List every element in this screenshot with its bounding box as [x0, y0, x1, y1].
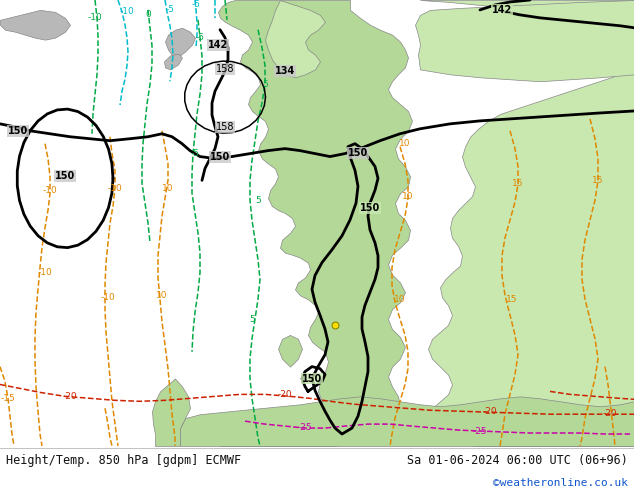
Text: 10: 10 [394, 295, 406, 304]
Text: -5: -5 [195, 33, 205, 42]
Text: 10: 10 [402, 192, 414, 201]
Text: -10: -10 [87, 13, 102, 23]
Text: 5: 5 [249, 315, 255, 323]
Text: 10: 10 [399, 139, 411, 148]
Text: 0: 0 [145, 10, 151, 20]
Text: -15: -15 [1, 394, 15, 403]
Text: -20: -20 [278, 390, 292, 399]
Text: 142: 142 [492, 5, 512, 15]
Text: 158: 158 [216, 122, 234, 132]
Text: 142: 142 [208, 40, 228, 49]
Text: 15: 15 [592, 176, 604, 185]
Text: 150: 150 [210, 151, 230, 162]
Text: 10: 10 [162, 184, 174, 193]
Text: 150: 150 [55, 172, 75, 181]
Text: 134: 134 [275, 66, 295, 76]
Text: Height/Temp. 850 hPa [gdpm] ECMWF: Height/Temp. 850 hPa [gdpm] ECMWF [6, 454, 242, 466]
Text: 150: 150 [302, 373, 322, 384]
Text: -20: -20 [603, 409, 618, 417]
Text: Sa 01-06-2024 06:00 UTC (06+96): Sa 01-06-2024 06:00 UTC (06+96) [407, 454, 628, 466]
Text: -10: -10 [108, 184, 122, 193]
Text: -10: -10 [37, 268, 53, 277]
Text: 150: 150 [360, 203, 380, 213]
Text: -5: -5 [190, 149, 200, 158]
Text: -10: -10 [101, 293, 115, 302]
Text: 150: 150 [348, 147, 368, 158]
Text: -5: -5 [165, 5, 174, 14]
Text: 150: 150 [8, 126, 28, 136]
Text: 158: 158 [216, 64, 234, 74]
Text: -20: -20 [63, 392, 77, 401]
Text: -10: -10 [120, 7, 134, 16]
Text: 15: 15 [507, 295, 518, 304]
Text: -20: -20 [482, 407, 497, 416]
Text: -10: -10 [42, 186, 57, 195]
Text: -25: -25 [473, 426, 488, 436]
Text: 15: 15 [512, 179, 524, 188]
Text: 10: 10 [156, 291, 168, 300]
Text: -5: -5 [191, 0, 200, 9]
Text: 5: 5 [262, 80, 268, 89]
Text: -25: -25 [298, 422, 313, 432]
Text: 5: 5 [255, 196, 261, 205]
Text: ©weatheronline.co.uk: ©weatheronline.co.uk [493, 478, 628, 489]
